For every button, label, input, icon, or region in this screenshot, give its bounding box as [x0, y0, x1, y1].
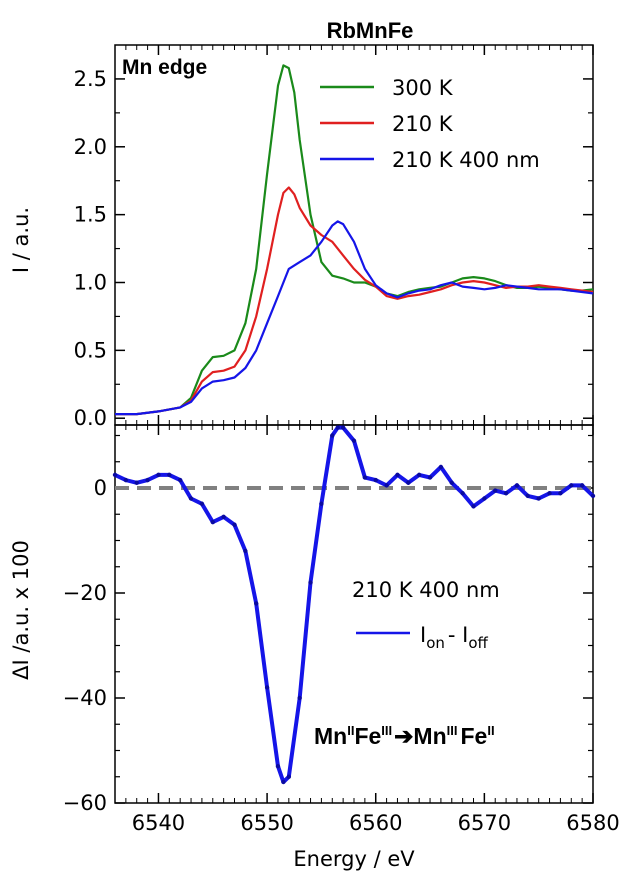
bottom-data-point: [395, 472, 400, 478]
top-y-axis-label: I / a.u.: [9, 207, 33, 273]
bottom-legend-title: 210 K 400 nm: [352, 578, 500, 602]
bottom-data-point: [335, 425, 340, 430]
bottom-data-point: [460, 491, 465, 496]
x-tick-label: 6540: [132, 811, 185, 835]
bottom-data-point: [330, 433, 335, 438]
top-axis-ticks: 0.0 0.5 1.0 1.5 2.0 2.5: [74, 45, 594, 430]
bottom-data-point: [286, 774, 292, 779]
bottom-data-point: [319, 501, 324, 506]
legend-label-210k: 210 K: [392, 112, 454, 136]
bottom-y-tick-label: 0: [94, 476, 107, 500]
top-y-tick-label: 1.5: [74, 203, 107, 227]
bottom-data-point: [243, 548, 248, 554]
bottom-axis-ticks: 0 −20 −40 −60 6540 6550 6560 6570 6580: [63, 425, 620, 835]
bottom-data-point: [493, 488, 498, 493]
top-y-tick-label: 0.5: [74, 338, 107, 362]
bottom-data-point: [373, 477, 378, 483]
bottom-data-point: [232, 522, 237, 527]
legend-label-difference: Ion - Ioff: [420, 623, 489, 652]
bottom-y-tick-label: −20: [63, 581, 107, 605]
bottom-data-point: [579, 483, 585, 488]
bottom-data-point: [384, 483, 389, 488]
bottom-y-axis-label: ΔI /a.u. x 100: [9, 540, 33, 680]
bottom-legend: 210 K 400 nm Ion - Ioff: [352, 578, 500, 652]
bottom-data-point: [416, 472, 422, 478]
bottom-data-point: [471, 504, 476, 509]
bottom-data-point: [449, 480, 454, 485]
bottom-data-point: [134, 480, 139, 485]
bottom-data-point: [340, 425, 346, 430]
bottom-data-point: [167, 472, 172, 478]
legend-label-210k-400nm: 210 K 400 nm: [392, 148, 540, 172]
bottom-data-point: [112, 472, 118, 478]
bottom-data-point: [482, 496, 487, 501]
bottom-data-point: [177, 477, 183, 483]
bottom-data-point: [221, 514, 226, 520]
bottom-data-point: [156, 472, 161, 478]
bottom-data-point: [406, 480, 411, 485]
transition-annotation: MnIIFeIII➔MnIII FeII: [314, 723, 495, 749]
top-y-tick-label: 2.0: [74, 135, 107, 159]
top-plot-frame: [114, 44, 594, 426]
top-series-line-1: [115, 186, 594, 416]
bottom-data-point: [503, 491, 509, 496]
chart-title: RbMnFe: [327, 18, 414, 43]
bottom-data-point: [254, 601, 259, 606]
x-tick-label: 6570: [458, 811, 511, 835]
top-legend: 300 K 210 K 210 K 400 nm: [320, 76, 540, 172]
top-y-tick-label: 0.0: [74, 406, 107, 430]
edge-annotation: Mn edge: [122, 56, 207, 79]
bottom-data-point: [590, 493, 596, 499]
bottom-data-point: [275, 764, 281, 769]
bottom-data-point: [438, 464, 444, 470]
bottom-data-point: [547, 491, 552, 496]
bottom-data-point: [525, 493, 531, 499]
x-tick-label: 6560: [349, 811, 402, 835]
bottom-y-tick-label: −40: [63, 686, 107, 710]
bottom-data-point: [362, 475, 368, 480]
bottom-data-point: [188, 496, 194, 501]
bottom-data-point: [569, 483, 574, 488]
bottom-data-point: [210, 519, 215, 525]
bottom-data-point: [123, 477, 129, 483]
legend-label-300k: 300 K: [392, 76, 454, 100]
bottom-data-point: [558, 491, 563, 496]
bottom-data-point: [264, 685, 270, 690]
top-series-group: [115, 64, 594, 416]
top-y-tick-label: 1.0: [74, 271, 107, 295]
bottom-data-point: [199, 501, 205, 506]
x-tick-label: 6580: [566, 811, 619, 835]
x-tick-label: 6550: [240, 811, 293, 835]
bottom-y-tick-label: −60: [63, 791, 107, 815]
bottom-data-point: [514, 483, 520, 488]
bottom-data-point: [351, 438, 357, 443]
bottom-series-group: [112, 425, 596, 785]
bottom-data-point: [427, 475, 433, 480]
bottom-data-point: [536, 496, 541, 501]
bottom-data-point: [145, 477, 150, 483]
bottom-data-point: [308, 580, 313, 585]
top-y-tick-label: 2.5: [74, 67, 107, 91]
bottom-data-point: [297, 695, 302, 701]
top-series-line-2: [115, 220, 594, 416]
x-axis-label: Energy / eV: [293, 847, 415, 871]
bottom-data-point: [281, 779, 286, 785]
